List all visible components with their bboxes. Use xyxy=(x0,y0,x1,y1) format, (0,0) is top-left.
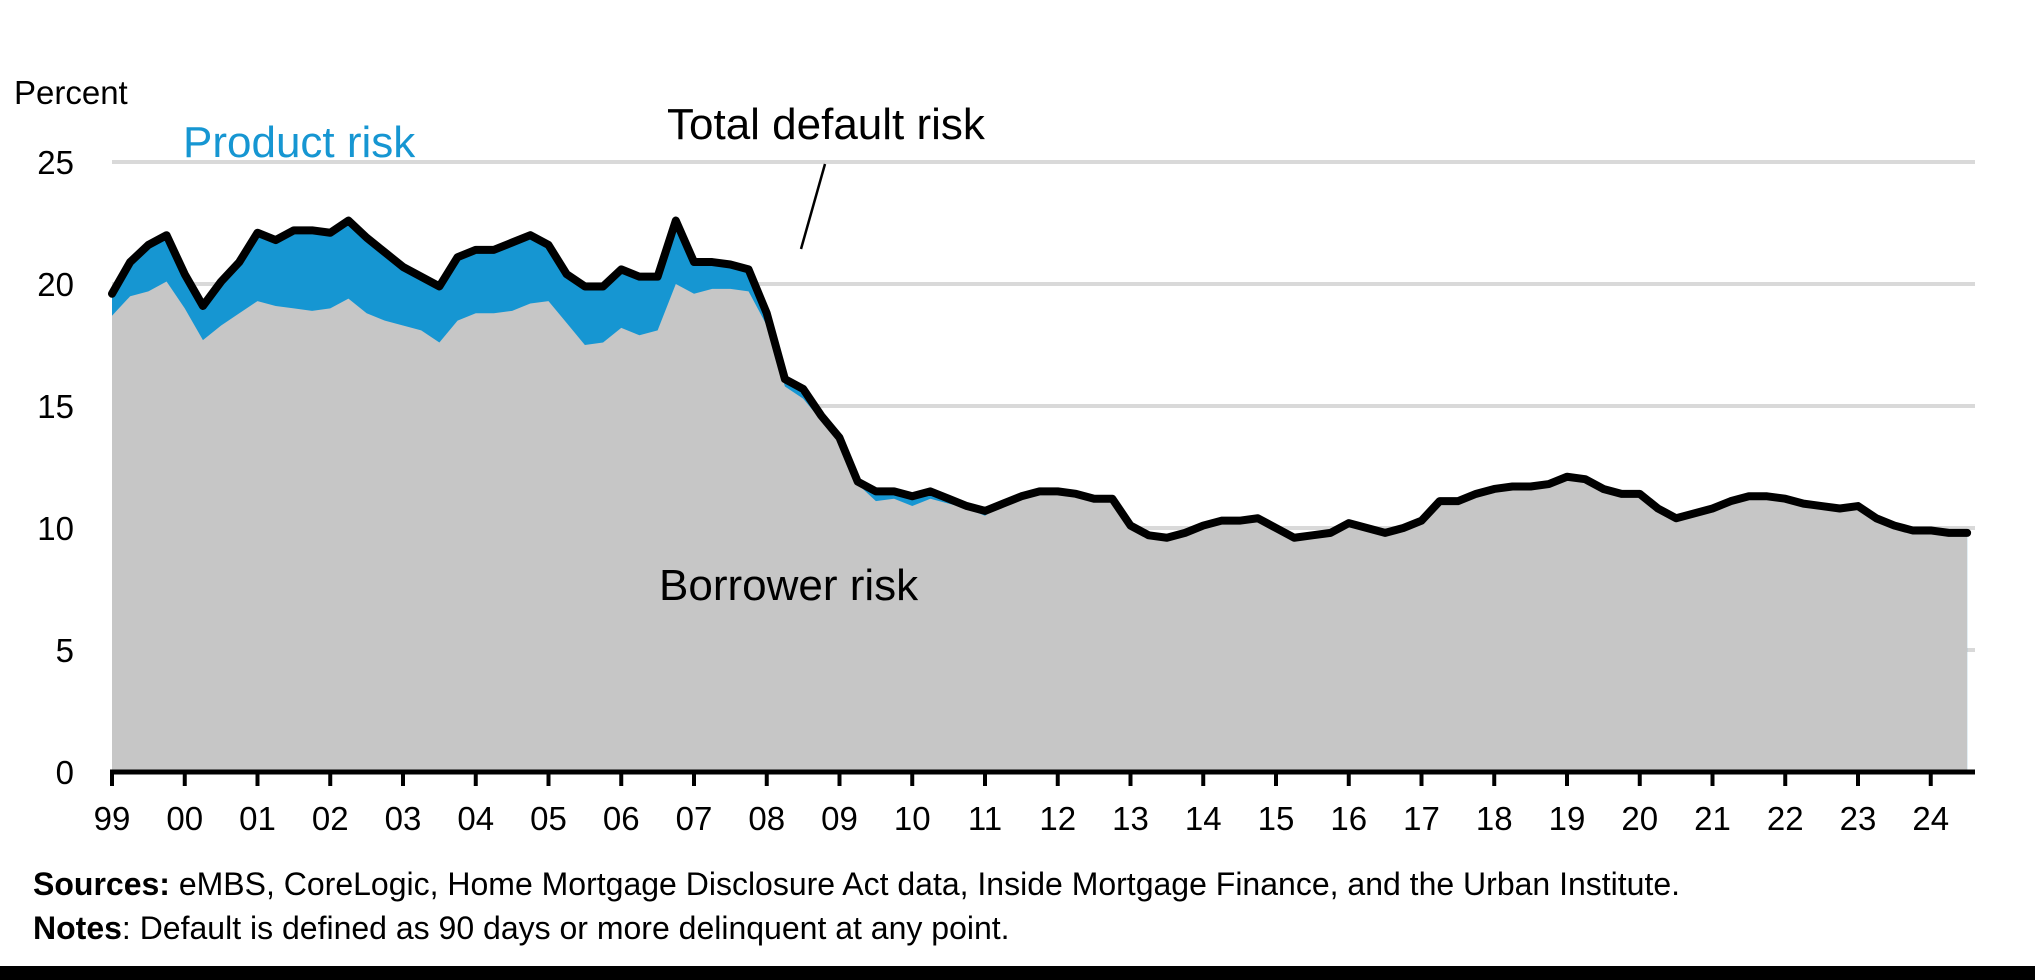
sources-text: eMBS, CoreLogic, Home Mortgage Disclosur… xyxy=(169,866,1681,902)
sources-note: Sources: eMBS, CoreLogic, Home Mortgage … xyxy=(33,862,1680,906)
x-tick-label: 13 xyxy=(1112,800,1149,837)
x-tick-label: 03 xyxy=(385,800,422,837)
x-axis-labels: 99 00 01 02 03 04 05 06 07 08 09 10 11 12 13 14 15 16 17 18… xyxy=(94,800,1949,837)
y-tick-label: 0 xyxy=(56,754,74,791)
x-tick-label: 22 xyxy=(1767,800,1804,837)
x-tick-label: 10 xyxy=(894,800,931,837)
sources-label: Sources: xyxy=(33,866,170,902)
y-axis-title: Percent xyxy=(14,74,128,111)
x-tick-label: 23 xyxy=(1840,800,1877,837)
notes-text: : Default is defined as 90 days or more … xyxy=(121,910,1010,946)
y-axis-labels: 0 5 10 15 20 25 xyxy=(37,144,74,791)
borrower-risk-area xyxy=(112,281,1968,772)
x-tick-label: 02 xyxy=(312,800,349,837)
x-tick-label: 14 xyxy=(1185,800,1222,837)
y-tick-label: 5 xyxy=(56,632,74,669)
bottom-border xyxy=(0,966,2035,980)
notes-label: Notes xyxy=(33,910,122,946)
y-tick-label: 10 xyxy=(37,510,74,547)
y-tick-label: 15 xyxy=(37,388,74,425)
x-tick-label: 20 xyxy=(1621,800,1658,837)
total-default-risk-label: Total default risk xyxy=(667,100,986,149)
x-tick-label: 21 xyxy=(1694,800,1731,837)
x-tick-label: 19 xyxy=(1549,800,1586,837)
x-tick-label: 06 xyxy=(603,800,640,837)
x-tick-label: 04 xyxy=(457,800,494,837)
total-default-risk-line xyxy=(108,216,1972,542)
x-tick-label: 08 xyxy=(748,800,785,837)
notes-note: Notes: Default is defined as 90 days or … xyxy=(33,906,1010,950)
y-tick-label: 20 xyxy=(37,266,74,303)
y-tick-label: 25 xyxy=(37,144,74,181)
x-tick-label: 17 xyxy=(1403,800,1440,837)
x-tick-label: 07 xyxy=(676,800,713,837)
x-tick-label: 99 xyxy=(94,800,131,837)
x-tick-label: 01 xyxy=(239,800,276,837)
x-tick-label: 12 xyxy=(1039,800,1076,837)
stacked-areas xyxy=(108,216,1972,772)
x-axis xyxy=(110,769,1975,786)
x-tick-label: 09 xyxy=(821,800,858,837)
x-tick-label: 24 xyxy=(1912,800,1949,837)
x-tick-label: 11 xyxy=(968,800,1002,837)
x-tick-label: 16 xyxy=(1330,800,1367,837)
x-tick-label: 15 xyxy=(1258,800,1295,837)
x-tick-label: 05 xyxy=(530,800,567,837)
total-default-risk-leader-line xyxy=(799,163,827,250)
product-risk-label: Product risk xyxy=(183,118,416,167)
borrower-risk-label: Borrower risk xyxy=(659,561,919,610)
x-tick-label: 18 xyxy=(1476,800,1513,837)
x-tick-label: 00 xyxy=(166,800,203,837)
